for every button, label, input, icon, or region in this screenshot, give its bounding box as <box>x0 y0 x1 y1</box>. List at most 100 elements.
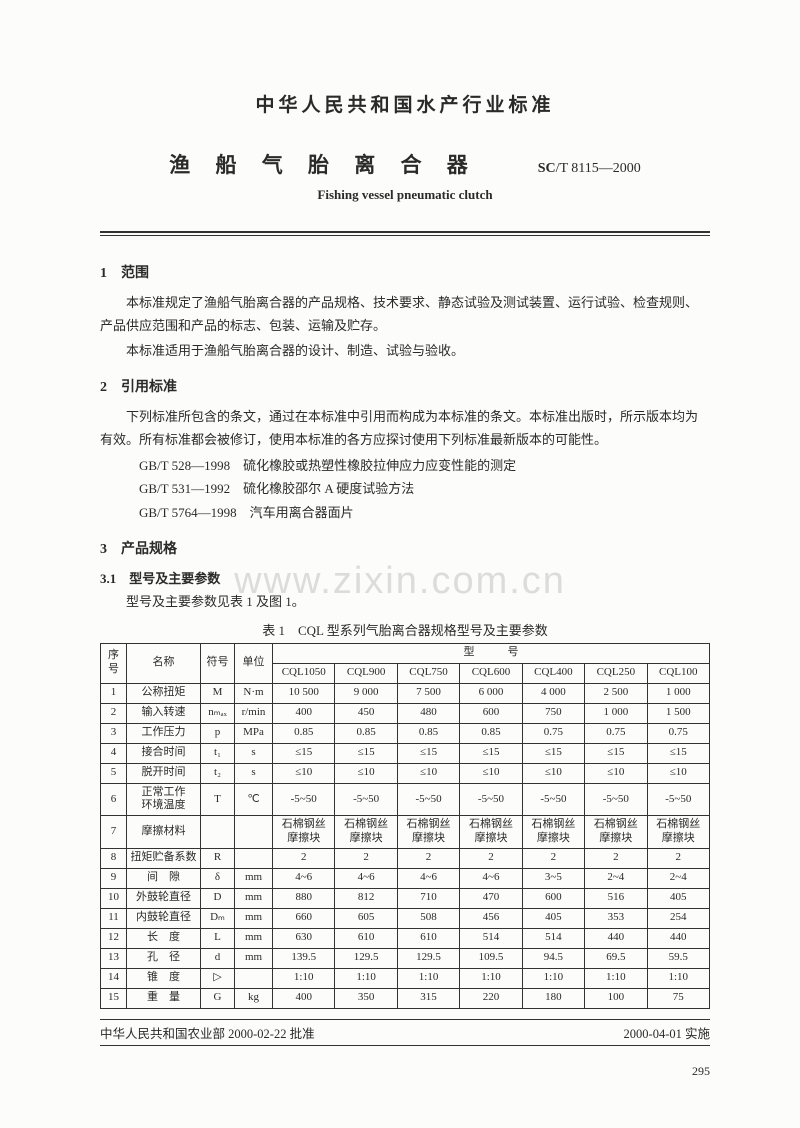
table-cell: 0.85 <box>397 723 459 743</box>
table-cell: nₘₐₓ <box>201 703 235 723</box>
table-cell: ≤15 <box>522 743 584 763</box>
table-cell: 1 000 <box>647 683 709 703</box>
table-cell: t₁ <box>201 743 235 763</box>
table-cell: ≤10 <box>522 763 584 783</box>
table-cell: 14 <box>101 968 127 988</box>
table-cell: δ <box>201 868 235 888</box>
table-cell: -5~50 <box>335 783 397 816</box>
table-cell: 353 <box>585 908 647 928</box>
table-cell: 0.75 <box>522 723 584 743</box>
table-cell: 139.5 <box>273 948 335 968</box>
table-cell: mm <box>235 928 273 948</box>
section-2-p1: 下列标准所包含的条文，通过在本标准中引用而构成为本标准的条文。本标准出版时，所示… <box>100 406 710 452</box>
table-cell: 锥 度 <box>127 968 201 988</box>
table-cell: 7 <box>101 816 127 849</box>
table-cell: 2 <box>273 848 335 868</box>
table-cell: 12 <box>101 928 127 948</box>
table-row: 6正常工作环境温度T℃-5~50-5~50-5~50-5~50-5~50-5~5… <box>101 783 710 816</box>
table-cell: 129.5 <box>397 948 459 968</box>
footer-approval: 中华人民共和国农业部 2000-02-22 批准 <box>100 1023 315 1042</box>
table-cell <box>235 848 273 868</box>
table-cell: 812 <box>335 888 397 908</box>
table-cell: 2 <box>397 848 459 868</box>
table-cell: 4~6 <box>335 868 397 888</box>
table-cell: 1:10 <box>397 968 459 988</box>
table-cell: 600 <box>460 703 522 723</box>
org-title: 中华人民共和国水产行业标准 <box>100 90 710 117</box>
table-cell: 4 000 <box>522 683 584 703</box>
table-cell: 13 <box>101 948 127 968</box>
table-cell: 440 <box>585 928 647 948</box>
table-cell: s <box>235 763 273 783</box>
table-cell: 610 <box>397 928 459 948</box>
table-cell: N·m <box>235 683 273 703</box>
table-cell: 4~6 <box>460 868 522 888</box>
table-cell: 94.5 <box>522 948 584 968</box>
table-cell: mm <box>235 908 273 928</box>
table-cell: ≤10 <box>273 763 335 783</box>
section-1-p2: 本标准适用于渔船气胎离合器的设计、制造、试验与验收。 <box>100 340 710 363</box>
table-cell: 1:10 <box>585 968 647 988</box>
table-row: 10外鼓轮直径Dmm880812710470600516405 <box>101 888 710 908</box>
table-cell: 接合时间 <box>127 743 201 763</box>
table-cell: 1:10 <box>647 968 709 988</box>
table-cell: 石棉钢丝摩擦块 <box>335 816 397 849</box>
section-2-heading: 2 引用标准 <box>100 376 710 396</box>
table-cell: d <box>201 948 235 968</box>
table-cell: 石棉钢丝摩擦块 <box>273 816 335 849</box>
ref-2: GB/T 531—1992 硫化橡胶邵尔 A 硬度试验方法 <box>139 477 710 500</box>
table-cell: mm <box>235 948 273 968</box>
table-cell: 2 500 <box>585 683 647 703</box>
table-cell: 450 <box>335 703 397 723</box>
table-cell: ≤10 <box>460 763 522 783</box>
table-row: 4接合时间t₁s≤15≤15≤15≤15≤15≤15≤15 <box>101 743 710 763</box>
table-row: 14锥 度▷1:101:101:101:101:101:101:10 <box>101 968 710 988</box>
table-row: 11内鼓轮直径Dₘmm660605508456405353254 <box>101 908 710 928</box>
table-cell: 2 <box>647 848 709 868</box>
table-cell: 摩擦材料 <box>127 816 201 849</box>
table-cell: 508 <box>397 908 459 928</box>
table-cell: ≤10 <box>647 763 709 783</box>
table-cell: r/min <box>235 703 273 723</box>
table-cell: 4~6 <box>397 868 459 888</box>
table-cell: ≤15 <box>647 743 709 763</box>
table-cell: p <box>201 723 235 743</box>
th-model: CQL250 <box>585 663 647 683</box>
section-3-1-p1: 型号及主要参数见表 1 及图 1。 <box>100 591 710 614</box>
spec-table: 序号 名称 符号 单位 型 号 CQL1050CQL900CQL750CQL60… <box>100 643 710 1009</box>
table-cell: ≤15 <box>585 743 647 763</box>
table-cell: 180 <box>522 988 584 1008</box>
table-cell: 石棉钢丝摩擦块 <box>585 816 647 849</box>
table-cell: -5~50 <box>397 783 459 816</box>
table-cell <box>235 968 273 988</box>
table-cell: 1 000 <box>585 703 647 723</box>
table-cell: ≤10 <box>397 763 459 783</box>
table-cell: ≤10 <box>585 763 647 783</box>
table-cell: 405 <box>522 908 584 928</box>
table-cell: 7 500 <box>397 683 459 703</box>
table-cell: 0.75 <box>585 723 647 743</box>
th-model: CQL100 <box>647 663 709 683</box>
table-cell: mm <box>235 888 273 908</box>
table-cell: 456 <box>460 908 522 928</box>
english-title: Fishing vessel pneumatic clutch <box>100 187 710 203</box>
table-cell: 6 <box>101 783 127 816</box>
page-number: 295 <box>100 1064 710 1079</box>
table-cell: 1:10 <box>522 968 584 988</box>
table-cell: 2 <box>101 703 127 723</box>
table-cell: D <box>201 888 235 908</box>
table-caption: 表 1 CQL 型系列气胎离合器规格型号及主要参数 <box>100 620 710 639</box>
table-cell: 3~5 <box>522 868 584 888</box>
table-cell: 长 度 <box>127 928 201 948</box>
table-cell: 1 <box>101 683 127 703</box>
th-model: CQL900 <box>335 663 397 683</box>
table-cell: 9 000 <box>335 683 397 703</box>
table-cell: ≤15 <box>397 743 459 763</box>
doc-title: 渔 船 气 胎 离 合 器 <box>169 149 478 179</box>
table-cell: 2~4 <box>585 868 647 888</box>
table-cell: 石棉钢丝摩擦块 <box>397 816 459 849</box>
table-cell: T <box>201 783 235 816</box>
th-model-group: 型 号 <box>273 643 710 663</box>
table-cell: ≤10 <box>335 763 397 783</box>
table-cell: 外鼓轮直径 <box>127 888 201 908</box>
